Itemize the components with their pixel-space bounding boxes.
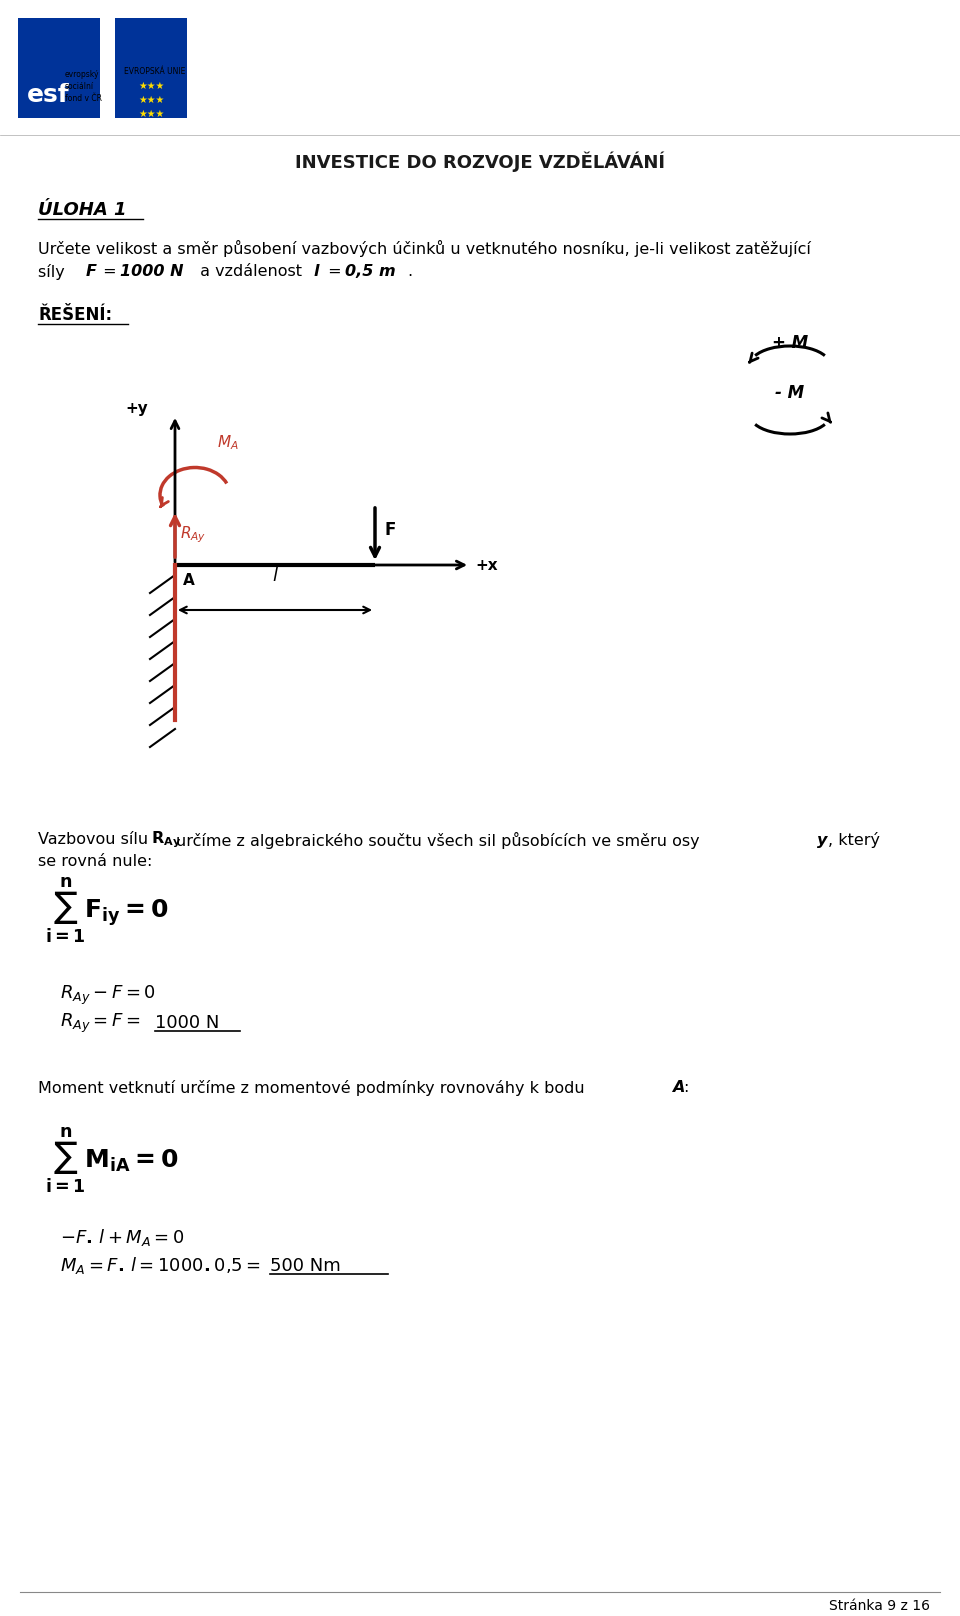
Text: esf: esf [27,82,70,107]
Text: , který: , který [828,832,880,848]
Text: 1000 N: 1000 N [120,265,183,280]
Bar [115,18,187,118]
Text: určíme z algebraického součtu všech sil působících ve směru osy: určíme z algebraického součtu všech sil … [176,832,700,848]
Text: se rovná nule:: se rovná nule: [38,855,153,869]
Text: :: : [683,1081,688,1096]
Text: - M: - M [776,385,804,402]
Text: A: A [672,1081,684,1096]
Text: a vzdálenost: a vzdálenost [195,265,307,280]
Text: $R_{Ay} - F = 0$: $R_{Ay} - F = 0$ [60,984,156,1007]
Text: $R_{Ay} = F = $: $R_{Ay} = F = $ [60,1012,140,1034]
Text: evropský
sociální
fond v ČR: evropský sociální fond v ČR [65,69,102,102]
Text: F: F [385,520,396,540]
Text: 1000 N: 1000 N [155,1013,220,1033]
Text: EVROPSKÁ UNIE: EVROPSKÁ UNIE [124,66,185,76]
Text: =: = [98,265,122,280]
Text: $\mathbf{\sum_{i=1}^{n} F_{iy} = 0}$: $\mathbf{\sum_{i=1}^{n} F_{iy} = 0}$ [45,874,169,945]
Text: 0,5 m: 0,5 m [345,265,396,280]
Text: .: . [407,265,412,280]
Text: INVESTICE DO ROZVOJE VZDĚLÁVÁNÍ: INVESTICE DO ROZVOJE VZDĚLÁVÁNÍ [295,152,665,173]
Text: Moment vetknutí určíme z momentové podmínky rovnováhy k bodu: Moment vetknutí určíme z momentové podmí… [38,1079,589,1096]
Bar [18,18,100,118]
Text: Určete velikost a směr působení vazbových účinků u vetknutého nosníku, je-li vel: Určete velikost a směr působení vazbovýc… [38,239,811,257]
Text: 500 Nm: 500 Nm [270,1257,341,1275]
Text: $M_A = F \mathbf{.}\, l = 1000 \mathbf{.} 0{,}5 = $: $M_A = F \mathbf{.}\, l = 1000 \mathbf{.… [60,1256,261,1277]
Text: síly: síly [38,263,70,280]
Text: A: A [183,574,195,588]
Text: =: = [323,265,347,280]
Bar [0,0,960,136]
Text: ŘEŠENÍ:: ŘEŠENÍ: [38,305,112,323]
Text: + M: + M [772,335,808,352]
Text: F: F [86,265,97,280]
Text: $\mathbf{\sum_{i=1}^{n} M_{iA} = 0}$: $\mathbf{\sum_{i=1}^{n} M_{iA} = 0}$ [45,1125,179,1194]
Text: $-F \mathbf{.}\, l + M_A = 0$: $-F \mathbf{.}\, l + M_A = 0$ [60,1228,184,1249]
Text: $R_{Ay}$: $R_{Ay}$ [180,525,206,545]
Text: Vazbovou sílu: Vazbovou sílu [38,832,154,847]
Text: ÚLOHA 1: ÚLOHA 1 [38,200,127,220]
Text: $l$: $l$ [272,567,278,585]
Text: $\mathbf{R_{Ay}}$: $\mathbf{R_{Ay}}$ [151,829,181,850]
Text: Stránka 9 z 16: Stránka 9 z 16 [829,1598,930,1613]
Text: y: y [817,832,828,847]
Text: ★★★
★★★
★★★: ★★★ ★★★ ★★★ [138,81,164,120]
Text: +y: +y [125,401,148,415]
Text: $M_A$: $M_A$ [217,433,239,452]
Text: l: l [313,265,319,280]
Text: +x: +x [475,558,497,572]
